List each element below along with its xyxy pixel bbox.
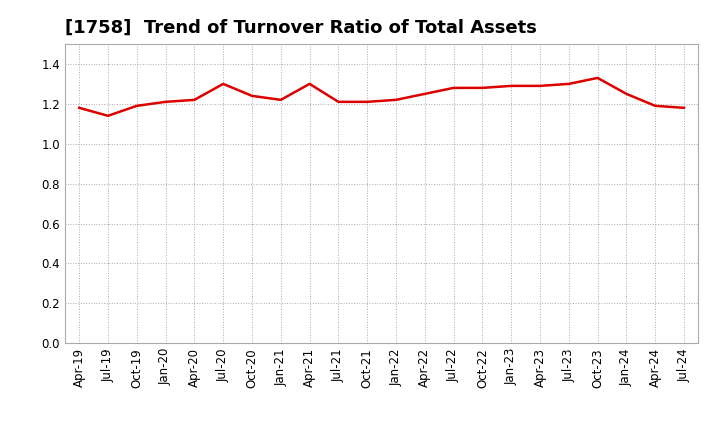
Text: [1758]  Trend of Turnover Ratio of Total Assets: [1758] Trend of Turnover Ratio of Total … bbox=[65, 19, 536, 37]
